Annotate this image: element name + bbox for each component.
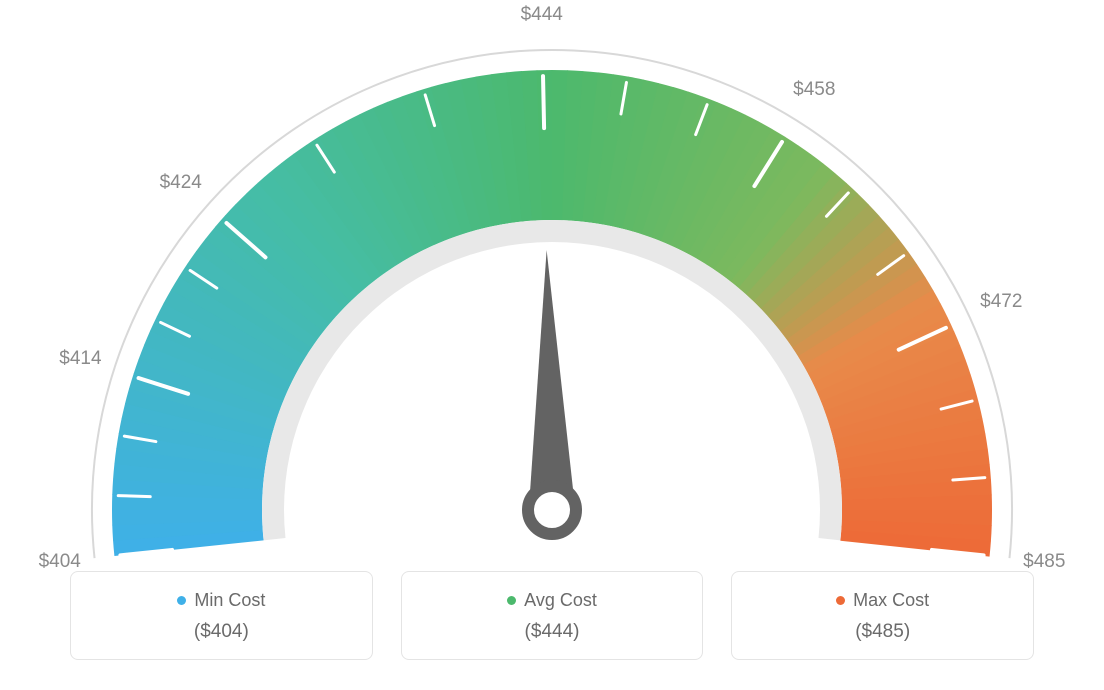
legend-card-max: Max Cost ($485) — [731, 571, 1034, 660]
gauge-tick-label: $424 — [160, 172, 202, 194]
legend-card-min: Min Cost ($404) — [70, 571, 373, 660]
legend-label-text: Max Cost — [853, 590, 929, 611]
gauge-svg — [0, 0, 1104, 560]
gauge-tick-label: $414 — [59, 348, 101, 370]
gauge-tick-label: $472 — [980, 291, 1022, 313]
legend-dot-min — [177, 596, 186, 605]
legend-row: Min Cost ($404) Avg Cost ($444) Max Cost… — [70, 571, 1034, 660]
gauge-tick-label: $444 — [521, 4, 563, 26]
legend-label-max: Max Cost — [742, 590, 1023, 611]
legend-dot-max — [836, 596, 845, 605]
gauge-tick-label: $485 — [1023, 551, 1065, 573]
gauge-tick-label: $458 — [793, 79, 835, 101]
legend-label-avg: Avg Cost — [412, 590, 693, 611]
legend-value-max: ($485) — [742, 621, 1023, 643]
legend-label-text: Avg Cost — [524, 590, 597, 611]
legend-card-avg: Avg Cost ($444) — [401, 571, 704, 660]
legend-value-min: ($404) — [81, 621, 362, 643]
legend-label-min: Min Cost — [81, 590, 362, 611]
legend-value-avg: ($444) — [412, 621, 693, 643]
gauge-chart: $404$414$424$444$458$472$485 — [0, 0, 1104, 560]
legend-label-text: Min Cost — [194, 590, 265, 611]
gauge-tick-label: $404 — [39, 551, 81, 573]
legend-dot-avg — [507, 596, 516, 605]
